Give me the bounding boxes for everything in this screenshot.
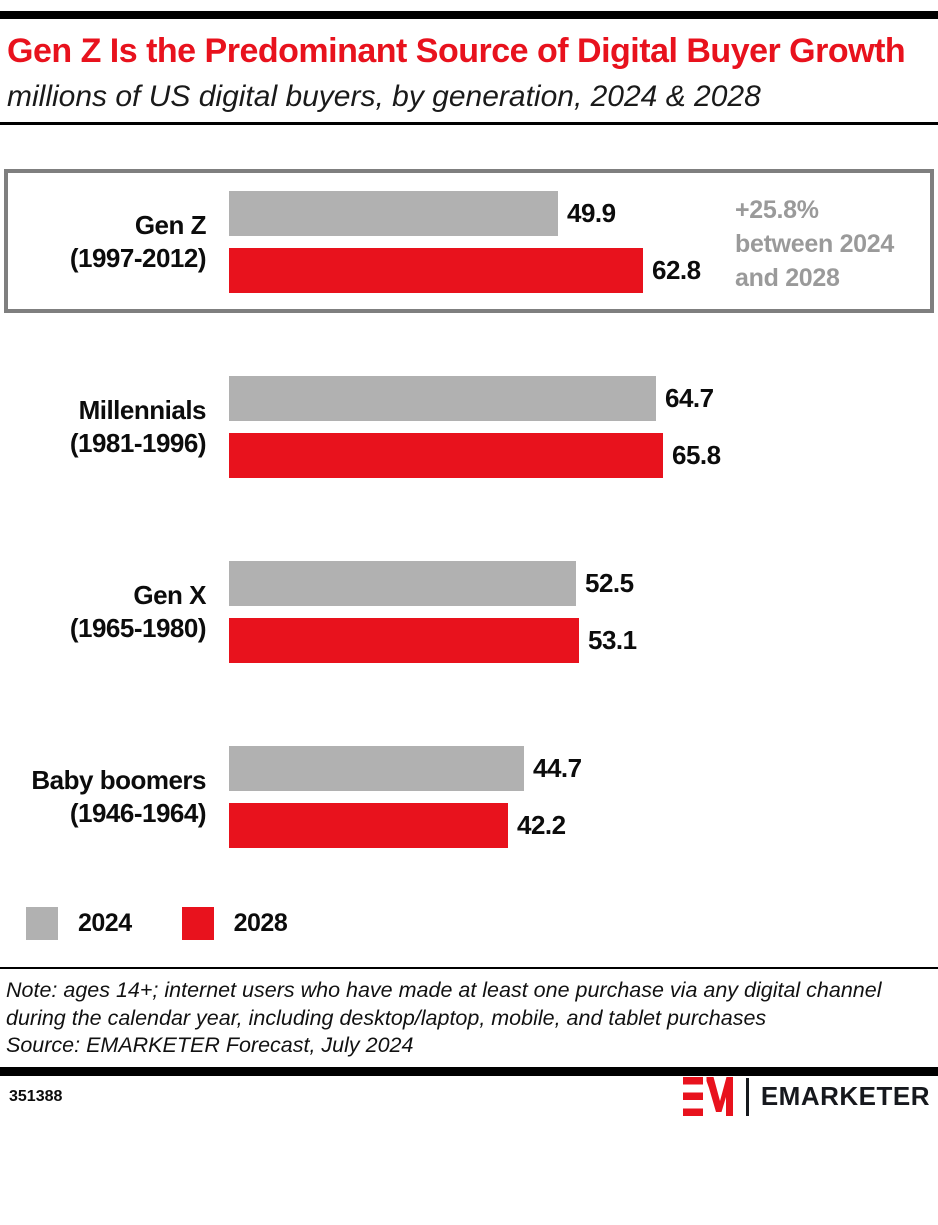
legend-item-2024: 2024: [26, 907, 132, 940]
bar-value: 62.8: [652, 255, 701, 285]
category-label: Gen Z (1997-2012): [69, 210, 207, 273]
bar-chart: Gen Z (1997-2012) 49.9 62.8 Millennials (1981…: [0, 169, 938, 848]
chart-id: 351388: [9, 1087, 63, 1105]
header: Gen Z Is the Predominant Source of Digit…: [0, 19, 938, 116]
source-text: Source: EMARKETER Forecast, July 2024: [6, 1033, 414, 1057]
brand-name: EMARKETER: [760, 1081, 930, 1111]
header-divider: [0, 122, 938, 125]
bar-value: 65.8: [672, 440, 721, 470]
legend: 2024 2028: [0, 907, 938, 940]
bar-value: 53.1: [588, 625, 637, 655]
bar-value: 64.7: [665, 383, 714, 413]
chart-title: Gen Z Is the Predominant Source of Digit…: [7, 32, 906, 70]
legend-label-2028: 2028: [233, 909, 288, 937]
category-label: Gen X (1965-1980): [69, 580, 207, 643]
bar-row-2028: 65.8: [229, 433, 721, 478]
annotation-line: +25.8%: [735, 196, 819, 224]
bar-2028-millennials: [229, 433, 663, 478]
top-rule: [0, 11, 938, 19]
bar-group-baby-boomers: Baby boomers (1946-1964) 44.7 42.2: [0, 746, 938, 848]
bar-2028-gen-x: [229, 618, 579, 663]
bar-value: 52.5: [585, 568, 634, 598]
bar-2028-gen-z: [229, 248, 643, 293]
bar-row-2024: 44.7: [229, 746, 582, 791]
category-label: Millennials (1981-1996): [69, 395, 207, 458]
bar-value: 42.2: [517, 810, 566, 840]
bar-value: 49.9: [567, 198, 616, 228]
notes: Note: ages 14+; internet users who have …: [0, 969, 938, 1060]
bar-2024-baby-boomers: [229, 746, 524, 791]
bar-group-gen-x: Gen X (1965-1980) 52.5 53.1: [0, 561, 938, 663]
category-label: Baby boomers (1946-1964): [31, 765, 206, 828]
annotation-line: and 2028: [735, 264, 840, 292]
genz-growth-annotation: +25.8% between 2024 and 2028: [735, 193, 925, 295]
bottom-rule: [0, 1066, 938, 1076]
note-text: Note: ages 14+; internet users who have …: [6, 978, 882, 1030]
bar-group-millennials: Millennials (1981-1996) 64.7 65.8: [0, 376, 938, 478]
legend-label-2024: 2024: [78, 909, 132, 937]
bar-row-2024: 52.5: [229, 561, 634, 606]
legend-swatch-2028: [181, 907, 214, 940]
brand-lockup: EMARKETER: [682, 1077, 930, 1116]
note-divider: [0, 967, 938, 969]
emarketer-logo-icon: [682, 1077, 733, 1116]
bar-group-gen-z: Gen Z (1997-2012) 49.9 62.8: [0, 191, 938, 293]
bar-value: 44.7: [533, 753, 582, 783]
bar-row-2024: 49.9: [229, 191, 616, 236]
legend-item-2028: 2028: [181, 907, 288, 940]
bar-2024-millennials: [229, 376, 656, 421]
bar-row-2028: 53.1: [229, 618, 637, 663]
bar-groups: Gen Z (1997-2012) 49.9 62.8 Millennials (1981…: [0, 191, 938, 848]
bar-row-2028: 62.8: [229, 248, 701, 293]
bar-2024-gen-z: [229, 191, 558, 236]
brand-separator: [745, 1077, 749, 1116]
genz-highlight-box: [4, 169, 934, 313]
footer: 351388 EMARKETER: [0, 1076, 938, 1118]
legend-swatch-2024: [26, 907, 58, 940]
bar-row-2028: 42.2: [229, 803, 566, 848]
bar-row-2024: 64.7: [229, 376, 714, 421]
chart-subtitle: millions of US digital buyers, by genera…: [7, 80, 761, 113]
annotation-line: between 2024: [735, 230, 894, 258]
bar-2028-baby-boomers: [229, 803, 508, 848]
bar-2024-gen-x: [229, 561, 576, 606]
